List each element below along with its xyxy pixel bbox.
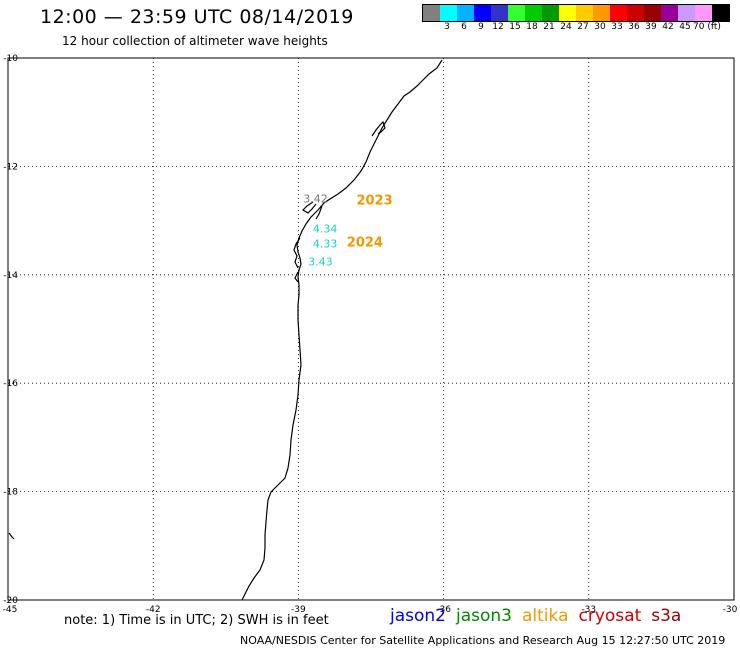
map-gridlines xyxy=(8,58,734,600)
color-swatch xyxy=(559,5,576,21)
latitude-labels: -10 -12 -14 -16 -18 -20 xyxy=(3,54,18,606)
latitude-label: -16 xyxy=(3,379,18,389)
coastline xyxy=(241,59,443,601)
latitude-label: -12 xyxy=(3,162,18,172)
color-swatch xyxy=(457,5,474,21)
longitude-label: -39 xyxy=(291,605,306,615)
color-scale-label: 24 xyxy=(560,22,572,32)
color-swatch xyxy=(508,5,525,21)
color-scale-bar xyxy=(422,4,730,22)
color-scale-label: 70 (ft) xyxy=(693,22,721,32)
map-frame xyxy=(7,57,735,601)
color-swatch xyxy=(576,5,593,21)
color-scale-label: 33 xyxy=(611,22,623,32)
page-title: 12:00 — 23:59 UTC 08/14/2019 xyxy=(40,6,354,28)
latitude-label: -20 xyxy=(3,596,18,606)
longitude-label: -33 xyxy=(581,605,596,615)
track-time-label: 2023 xyxy=(356,193,392,208)
color-swatch xyxy=(627,5,644,21)
color-swatch xyxy=(593,5,610,21)
color-scale-label: 18 xyxy=(526,22,538,32)
track-time-label: 2024 xyxy=(347,236,383,251)
color-scale-label: 6 xyxy=(461,22,467,32)
satellite-legend-item: s3a xyxy=(651,606,682,626)
longitude-labels: -45 -42 -39 -36 -33 -30 xyxy=(3,605,738,615)
color-swatch xyxy=(525,5,542,21)
color-scale-label: 15 xyxy=(509,22,521,32)
latitude-label: -18 xyxy=(3,488,18,498)
island-marker xyxy=(8,532,15,540)
wave-height-value: 4.34 xyxy=(313,223,338,236)
satellite-legend-item: altika xyxy=(522,606,569,626)
longitude-label: -30 xyxy=(723,605,738,615)
color-scale-label: 27 xyxy=(577,22,589,32)
track-labels: 2023 2024 xyxy=(347,193,393,250)
coastline-bay-detail xyxy=(293,120,386,283)
color-swatch xyxy=(440,5,457,21)
page-subtitle: 12 hour collection of altimeter wave hei… xyxy=(62,34,328,48)
longitude-label: -36 xyxy=(436,605,451,615)
longitude-label: -42 xyxy=(146,605,161,615)
wave-height-value: 3.42 xyxy=(303,193,328,206)
wave-height-value: 3.43 xyxy=(308,256,333,269)
color-swatch xyxy=(644,5,661,21)
color-swatch xyxy=(491,5,508,21)
color-scale-label: 36 xyxy=(628,22,640,32)
wave-observations: 3.42 4.34 4.33 3.43 xyxy=(303,193,337,269)
latitude-label: -14 xyxy=(3,271,18,281)
color-scale-label: 45 xyxy=(679,22,691,32)
satellite-legend-item: jason2 xyxy=(390,606,446,626)
color-scale-label: 42 xyxy=(662,22,674,32)
color-swatch xyxy=(542,5,559,21)
color-swatch xyxy=(423,5,440,21)
satellite-legend: jason2 jason3 altika cryosat s3a xyxy=(390,606,691,626)
longitude-label: -45 xyxy=(3,605,18,615)
units-note: note: 1) Time is in UTC; 2) SWH is in fe… xyxy=(64,613,329,628)
color-swatch xyxy=(610,5,627,21)
color-scale-label: 39 xyxy=(645,22,657,32)
wave-height-value: 4.33 xyxy=(313,238,338,251)
satellite-legend-item: jason3 xyxy=(456,606,512,626)
color-scale-label: 3 xyxy=(444,22,450,32)
color-swatch xyxy=(678,5,695,21)
color-swatch xyxy=(661,5,678,21)
color-swatch xyxy=(712,5,729,21)
color-scale-label: 21 xyxy=(543,22,555,32)
color-scale-label: 30 xyxy=(594,22,606,32)
color-swatch xyxy=(695,5,712,21)
color-swatch xyxy=(474,5,491,21)
latitude-label: -10 xyxy=(3,54,18,64)
credit-line: NOAA/NESDIS Center for Satellite Applica… xyxy=(240,634,726,647)
satellite-legend-item: cryosat xyxy=(578,606,642,626)
color-scale-label: 12 xyxy=(492,22,504,32)
color-scale-label: 9 xyxy=(478,22,484,32)
